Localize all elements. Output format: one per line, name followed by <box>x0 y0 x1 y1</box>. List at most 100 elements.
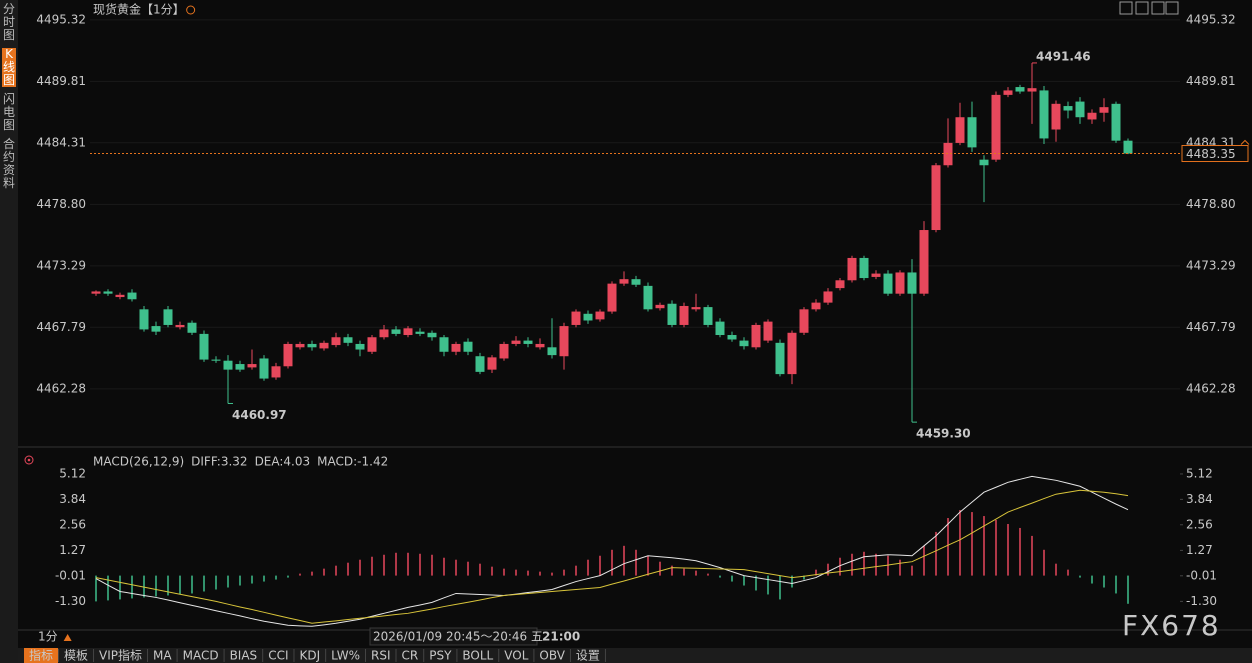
toolbar-item[interactable]: VIP指标 <box>94 648 147 663</box>
candle-body <box>475 356 485 372</box>
toolbar-label[interactable]: CCI <box>268 649 288 663</box>
footer-interval: 1分 <box>38 630 58 644</box>
y-tick-label-right: 2.56 <box>1186 517 1213 531</box>
interval-icon <box>186 5 196 15</box>
toolbar-item[interactable]: BIAS <box>225 648 263 663</box>
toolbar-label[interactable]: MA <box>153 649 172 663</box>
candle-body <box>439 337 449 352</box>
candle-body <box>451 343 461 352</box>
sidebar-tab[interactable]: 合约资料 <box>3 137 16 190</box>
toolbar-label[interactable]: RSI <box>371 649 391 663</box>
candle-body <box>115 294 125 298</box>
candle-body <box>811 302 821 310</box>
toolbar-item[interactable]: OBV <box>534 648 570 663</box>
toolbar-item[interactable]: MACD <box>178 648 224 663</box>
y-tick-label: 5.12 <box>59 466 86 480</box>
toolbar-item-bg <box>24 648 59 663</box>
toolbar-item[interactable]: 模板 <box>59 648 93 663</box>
toolbar-label[interactable]: KDJ <box>299 649 320 663</box>
chart-title: 现货黄金 <box>93 2 141 17</box>
y-tick-label-right: 1.27 <box>1186 543 1213 557</box>
last-price-label: 4483.35 <box>1186 147 1236 161</box>
y-tick-label-right: -1.30 <box>1186 594 1217 608</box>
toolbar-item[interactable]: 指标 <box>24 648 59 663</box>
candle-body <box>1015 87 1025 92</box>
toolbar-item[interactable]: VOL <box>499 648 533 663</box>
candle-body <box>223 360 233 370</box>
toolbar-label[interactable]: LW% <box>331 649 360 663</box>
candle-body <box>979 159 989 166</box>
candle-body <box>991 94 1001 160</box>
icon[interactable] <box>1135 1 1149 15</box>
candle-body <box>499 343 509 359</box>
candle-body <box>715 321 725 336</box>
candle-body <box>355 343 365 350</box>
y-tick-label: 4489.81 <box>36 74 86 88</box>
toolbar-label[interactable]: 设置 <box>576 649 600 663</box>
last-price-arrow <box>1240 139 1250 145</box>
candle-body <box>463 341 473 352</box>
icon[interactable] <box>1119 1 1133 15</box>
candle-body <box>607 283 617 312</box>
y-tick-label: 4462.28 <box>36 381 86 395</box>
candle-body <box>559 326 569 357</box>
y-tick-label-right: 4478.80 <box>1186 197 1236 211</box>
toolbar-label[interactable]: BOLL <box>462 649 493 663</box>
candle-body <box>235 364 245 370</box>
y-tick-label-right: 4489.81 <box>1186 74 1236 88</box>
toolbar-item[interactable]: BOLL <box>457 648 498 663</box>
background <box>18 0 1252 663</box>
sidebar-tab[interactable]: K线图 <box>2 47 16 87</box>
y-tick-label: 2.56 <box>59 517 86 531</box>
toolbar-item[interactable]: CCI <box>263 648 293 663</box>
toolbar-label[interactable]: OBV <box>539 649 565 663</box>
macd-legend: DEA:4.03 <box>255 455 311 469</box>
candle-body <box>379 329 389 338</box>
sidebar: 分时图 K线图闪电图合约资料 <box>0 0 18 663</box>
candle-body <box>127 292 137 300</box>
candle-body <box>655 304 665 309</box>
annotation-label: 4491.46 <box>1036 49 1091 63</box>
candle-body <box>583 313 593 321</box>
icon[interactable] <box>1151 1 1165 15</box>
icon[interactable] <box>1165 1 1179 15</box>
toolbar-label[interactable]: 模板 <box>64 649 88 663</box>
y-tick-label: 3.84 <box>59 492 86 506</box>
y-tick-label-right: 3.84 <box>1186 492 1213 506</box>
candle-body <box>955 117 965 143</box>
toolbar-item[interactable]: LW% <box>326 648 365 663</box>
toolbar-label[interactable]: BIAS <box>230 649 258 663</box>
toolbar-item[interactable]: CR <box>397 648 424 663</box>
candle-body <box>775 342 785 375</box>
candle-body <box>211 359 221 361</box>
settings-icon[interactable] <box>24 455 34 465</box>
toolbar-label[interactable]: VOL <box>504 649 528 663</box>
toolbar-item[interactable]: 设置 <box>571 648 605 663</box>
candle-body <box>427 332 437 338</box>
candle-body <box>871 273 881 277</box>
toolbar-icons[interactable] <box>1119 1 1179 15</box>
toolbar-label[interactable]: VIP指标 <box>99 648 142 663</box>
candle-body <box>331 337 341 346</box>
toolbar-label[interactable]: CR <box>402 649 419 663</box>
toolbar-label[interactable]: MACD <box>183 649 219 663</box>
toolbar-item[interactable]: RSI <box>366 648 396 663</box>
y-tick-label: 4478.80 <box>36 197 86 211</box>
toolbar-item[interactable]: MA <box>148 648 177 663</box>
candle-body <box>1063 106 1073 111</box>
candle-body <box>895 272 905 294</box>
cursor-time: 2026/01/09 20:45～20:46 五 <box>373 630 543 644</box>
toolbar-item[interactable]: PSY <box>424 648 456 663</box>
toolbar-label[interactable]: PSY <box>429 649 452 663</box>
toolbar-item[interactable]: KDJ <box>294 648 325 663</box>
candle-body <box>511 340 521 344</box>
candle-body <box>307 343 317 348</box>
sidebar-tab[interactable]: 分时图 <box>3 2 16 42</box>
sidebar-tab[interactable]: 闪电图 <box>3 92 16 132</box>
candle-body <box>727 335 737 340</box>
candle-body <box>415 331 425 334</box>
cursor-time-box <box>369 627 538 646</box>
candle-body <box>295 343 305 348</box>
toolbar-label[interactable]: 指标 <box>29 648 53 663</box>
candle-body <box>1123 140 1133 154</box>
